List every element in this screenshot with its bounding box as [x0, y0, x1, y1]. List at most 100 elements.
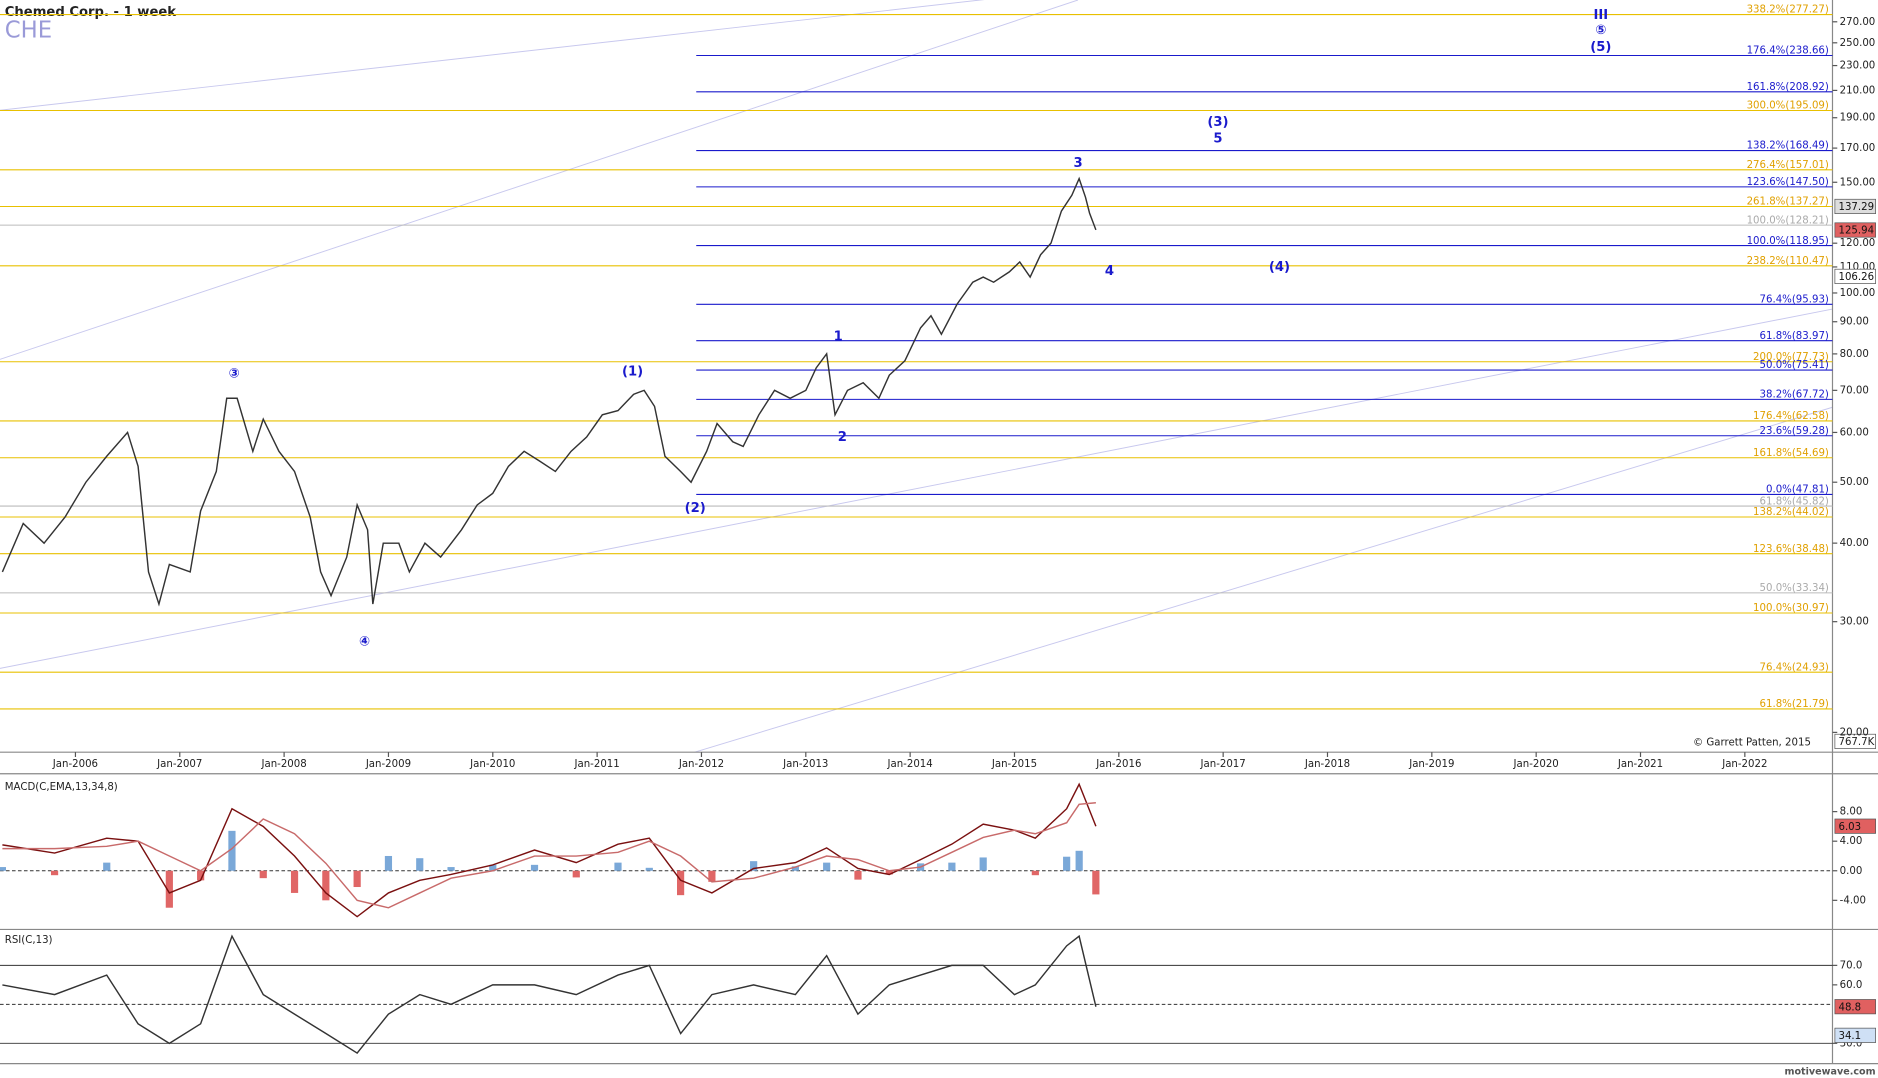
histogram-bar	[791, 866, 799, 871]
fib-label: 76.4%(95.93)	[1760, 295, 1829, 306]
y-tick-label: 100.00	[1840, 288, 1876, 299]
histogram-bar	[979, 857, 987, 871]
histogram-bar	[885, 870, 893, 875]
fib-label: 50.0%(33.34)	[1760, 583, 1829, 594]
fib-label: 23.6%(59.28)	[1760, 426, 1829, 437]
y-tick-label: 150.00	[1840, 177, 1876, 188]
wave-label: 3	[1074, 156, 1083, 171]
wave-label: (1)	[622, 365, 643, 380]
fib-label: 200.0%(77.73)	[1753, 352, 1829, 363]
y-tick-label: 60.0	[1840, 980, 1863, 991]
price-marker	[1834, 198, 1876, 214]
fib-label: 138.2%(168.49)	[1747, 141, 1829, 152]
fib-label: 100.0%(118.95)	[1747, 236, 1829, 247]
price-marker-label: 34.1	[1838, 1031, 1861, 1042]
fib-label: 123.6%(147.50)	[1747, 177, 1829, 188]
fib-label: 123.6%(38.48)	[1753, 544, 1829, 555]
wave-label: (4)	[1269, 260, 1290, 275]
wave-label: ④	[359, 634, 370, 649]
histogram-bar	[1075, 850, 1083, 871]
footer: motivewave.com	[1785, 1066, 1876, 1077]
y-tick-label: 70.0	[1840, 960, 1863, 971]
credit: © Garrett Patten, 2015	[1693, 738, 1811, 749]
histogram-bar	[948, 862, 956, 871]
histogram-bar	[708, 870, 716, 882]
wave-label: ⑤	[1595, 23, 1606, 38]
channel-line	[694, 406, 1833, 753]
y-tick-label: 270.00	[1840, 17, 1876, 28]
fib-label: 161.8%(54.69)	[1753, 448, 1829, 459]
histogram-bar	[677, 870, 685, 896]
y-tick-label: 230.00	[1840, 61, 1876, 72]
y-tick-label: 170.00	[1840, 143, 1876, 154]
histogram-bar	[614, 862, 622, 871]
fib-label: 38.2%(67.72)	[1760, 390, 1829, 401]
y-tick-label: 90.00	[1840, 317, 1869, 328]
wave-label: 4	[1105, 264, 1114, 279]
price-marker	[1834, 818, 1876, 834]
x-tick-label: Jan-2014	[887, 759, 933, 770]
fib-label: 276.4%(157.01)	[1747, 160, 1829, 171]
x-tick-label: Jan-2006	[52, 759, 98, 770]
y-tick-label: 190.00	[1840, 113, 1876, 124]
fib-label: 61.8%(83.97)	[1760, 331, 1829, 342]
wave-label: III	[1594, 8, 1609, 23]
fib-label: 100.0%(30.97)	[1753, 603, 1829, 614]
x-tick-label: Jan-2022	[1721, 759, 1767, 770]
series-line	[2, 782, 1097, 918]
fib-label: 0.0%(47.81)	[1766, 485, 1829, 496]
histogram-bar	[259, 870, 267, 879]
wave-label: (5)	[1590, 40, 1611, 55]
x-tick-label: Jan-2013	[782, 759, 828, 770]
histogram-bar	[823, 862, 831, 871]
x-tick-label: Jan-2020	[1513, 759, 1559, 770]
y-tick-label: 60.00	[1840, 427, 1869, 438]
wave-label: (3)	[1207, 115, 1228, 130]
wave-label: 5	[1213, 132, 1222, 147]
fib-label: 61.8%(45.82)	[1760, 496, 1829, 507]
fib-label: 261.8%(137.27)	[1747, 197, 1829, 208]
x-tick-label: Jan-2015	[991, 759, 1037, 770]
histogram-bar	[572, 870, 580, 878]
fib-label: 100.0%(128.21)	[1747, 215, 1829, 226]
x-tick-label: Jan-2012	[678, 759, 724, 770]
y-tick-label: 120.00	[1840, 238, 1876, 249]
price-marker-label: 48.8	[1838, 1002, 1861, 1013]
histogram-bar	[228, 830, 236, 871]
volume-box	[1834, 733, 1876, 749]
histogram-bar	[1031, 870, 1039, 876]
y-tick-label: 110.00	[1840, 262, 1876, 273]
symbol: CHE	[5, 18, 52, 44]
channel-lines	[0, 0, 1833, 753]
fib-label: 176.4%(62.58)	[1753, 411, 1829, 422]
histogram-bar	[645, 867, 653, 871]
wave-label: ③	[228, 367, 239, 382]
fib-label: 61.8%(21.79)	[1760, 699, 1829, 710]
series-line	[2, 934, 1097, 1055]
histogram-bar	[447, 867, 455, 871]
x-tick-label: Jan-2019	[1408, 759, 1454, 770]
fib-label: 176.4%(238.66)	[1747, 46, 1829, 57]
price-marker	[1834, 999, 1876, 1015]
volume-label: 767.7K	[1838, 737, 1874, 748]
y-tick-label: 70.00	[1840, 385, 1869, 396]
y-tick-label: 50.00	[1840, 477, 1869, 488]
y-tick-label: 250.00	[1840, 38, 1876, 49]
wave-label: 1	[834, 330, 843, 345]
fib-label: 50.0%(75.41)	[1760, 360, 1829, 371]
x-tick-label: Jan-2011	[574, 759, 620, 770]
histogram-bar	[0, 867, 6, 871]
price-marker	[1834, 268, 1876, 284]
histogram-bar	[416, 858, 424, 871]
chart-title: Chemed Corp. - 1 week	[5, 5, 177, 20]
x-tick-label: Jan-2016	[1095, 759, 1141, 770]
x-tick-label: Jan-2017	[1200, 759, 1246, 770]
x-tick-label: Jan-2009	[365, 759, 411, 770]
price-marker	[1834, 222, 1876, 238]
y-tick-label: 30.00	[1840, 617, 1869, 628]
wave-label: (2)	[685, 501, 706, 516]
histogram-bar	[103, 862, 111, 871]
